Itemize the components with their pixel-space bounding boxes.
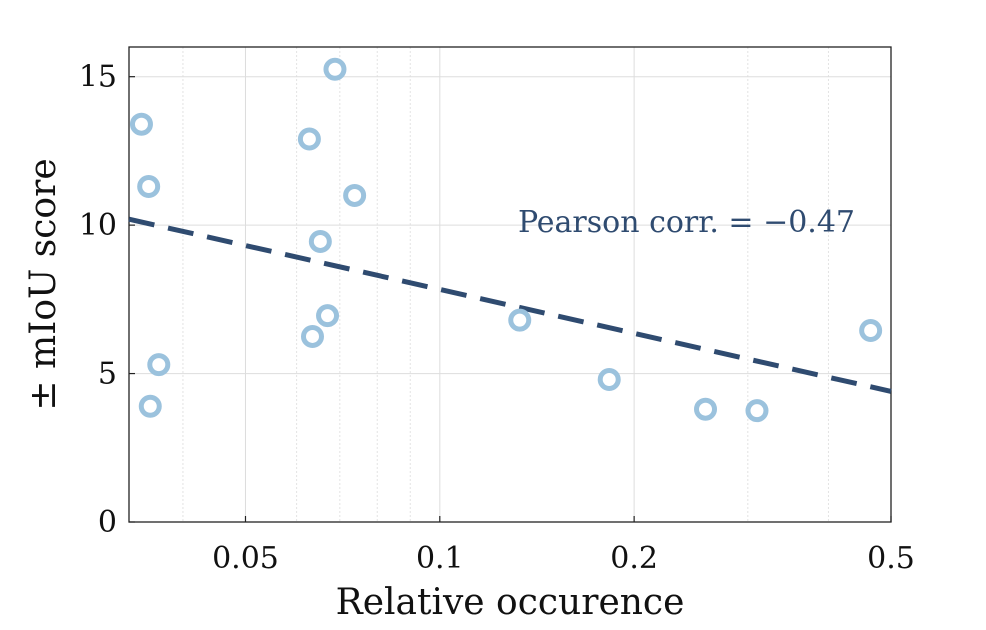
scatter-point (138, 394, 162, 418)
scatter-point (300, 324, 324, 348)
scatter-point (297, 127, 321, 151)
trendline-group (128, 216, 892, 394)
scatter-point (316, 304, 340, 328)
trendline (128, 216, 892, 394)
y-tick-label: 15 (79, 60, 117, 95)
x-tick-label: 0.2 (610, 541, 658, 576)
scatter-point (308, 229, 332, 253)
scatter-point (147, 353, 171, 377)
scatter-point (745, 399, 769, 423)
scatter-points (129, 57, 883, 423)
x-tick-label: 0.05 (212, 541, 279, 576)
scatter-point (508, 308, 532, 332)
scatter-point (859, 319, 883, 343)
scatter-point (343, 183, 367, 207)
grid (129, 47, 891, 522)
scatter-point (129, 112, 153, 136)
y-tick-label: 10 (79, 208, 117, 243)
y-axis-title: ± mIoU score (23, 158, 64, 410)
x-tick-label: 0.1 (416, 541, 464, 576)
y-tick-label: 5 (98, 357, 117, 392)
x-axis-title: Relative occurence (336, 582, 685, 623)
plot-frame (128, 46, 892, 523)
scatter-point (137, 175, 161, 199)
pearson-annotation: Pearson corr. = −0.47 (518, 205, 855, 240)
scatter-point (323, 57, 347, 81)
x-tick-label: 0.5 (867, 541, 915, 576)
scatter-point (597, 368, 621, 391)
y-tick-label: 0 (98, 505, 117, 540)
x-axis-ticks: 0.05 0.1 0.2 0.5 (212, 516, 915, 576)
scatter-point (694, 397, 718, 421)
y-axis-ticks: 0 5 10 15 (79, 60, 135, 540)
